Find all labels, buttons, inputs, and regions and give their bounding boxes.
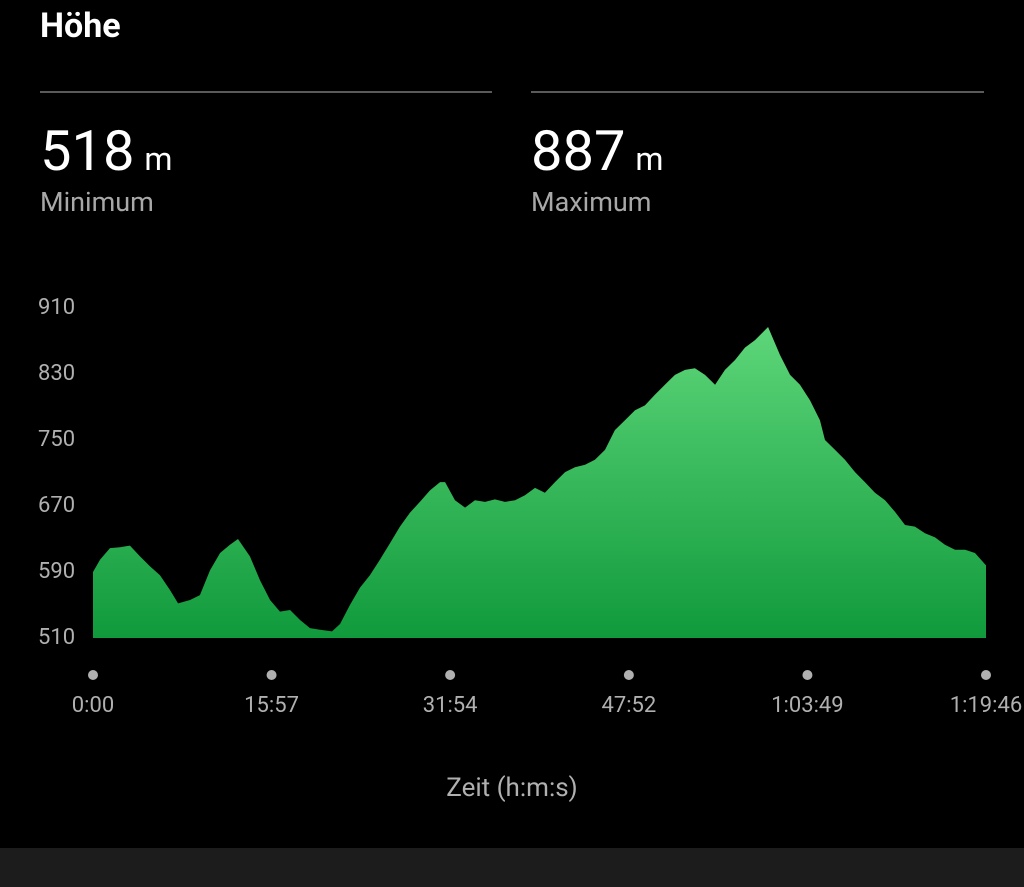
y-tick-label: 910 [38, 295, 75, 320]
x-tick-label: 1:19:46 [950, 693, 1022, 718]
x-tick-label: 31:54 [423, 693, 478, 718]
y-tick-label: 750 [38, 427, 75, 452]
x-tick-label: 47:52 [601, 693, 656, 718]
stat-value: 518 [40, 118, 135, 184]
x-tick-dot [88, 670, 98, 680]
x-tick-dot [981, 670, 991, 680]
stat-unit: m [144, 140, 173, 178]
x-tick-label: 0:00 [72, 693, 114, 718]
x-tick-label: 15:57 [244, 693, 299, 718]
y-tick-label: 670 [38, 493, 75, 518]
y-tick-label: 510 [38, 625, 75, 650]
divider [40, 91, 492, 93]
stat-label: Minimum [40, 186, 154, 218]
stat-label: Maximum [531, 186, 652, 218]
x-tick-label: 1:03:49 [771, 693, 843, 718]
stat-min: 518 m Minimum [40, 118, 172, 218]
divider [531, 91, 984, 93]
x-tick-dot [623, 670, 634, 680]
elevation-area [93, 326, 986, 638]
y-tick-label: 590 [38, 559, 75, 584]
stat-value: 887 [531, 118, 626, 184]
x-tick-dot [802, 670, 813, 680]
x-tick-dot [266, 670, 277, 680]
bottom-bar [0, 848, 1024, 887]
y-tick-label: 830 [38, 361, 75, 386]
stat-unit: m [635, 140, 664, 178]
x-axis-label: Zeit (h:m:s) [446, 773, 577, 803]
x-tick-dot [445, 670, 456, 680]
page-title: Höhe [40, 6, 121, 46]
stat-max: 887 m Maximum [531, 118, 663, 218]
